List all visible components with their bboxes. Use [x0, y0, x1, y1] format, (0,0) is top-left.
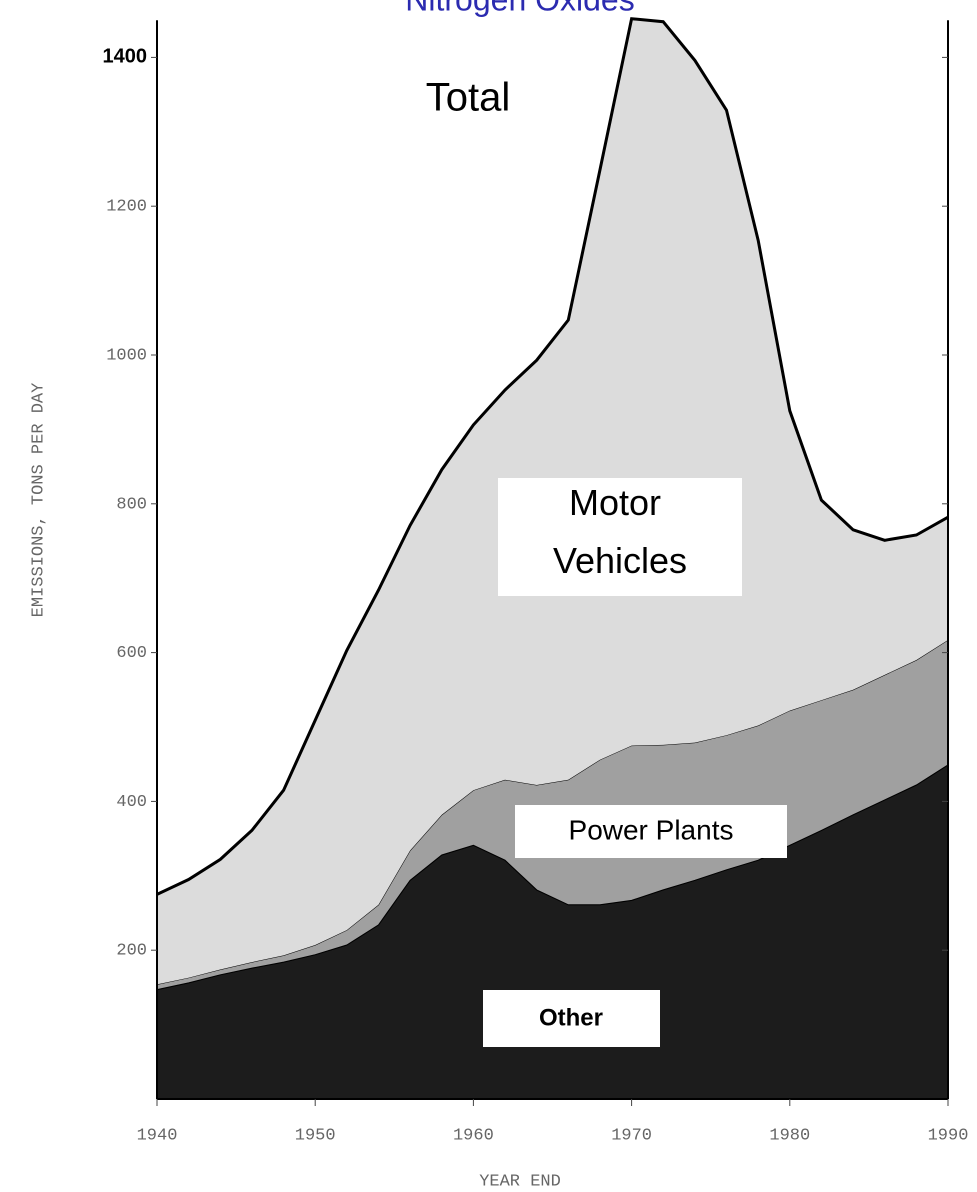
y-tick-label: 600	[116, 644, 147, 663]
x-tick-label: 1970	[611, 1126, 652, 1145]
y-tick-label: 200	[116, 942, 147, 961]
y-tick-label: 1000	[106, 346, 147, 365]
annotation: Total	[426, 76, 511, 120]
y-tick-label: 1400	[103, 46, 148, 68]
x-tick-label: 1960	[453, 1126, 494, 1145]
legend-label: Motor Vehicles	[553, 482, 687, 581]
x-axis-label: YEAR END	[479, 1172, 561, 1191]
label-box	[483, 990, 660, 1047]
y-tick-label: 1200	[106, 198, 147, 217]
label-box	[515, 805, 787, 858]
x-tick-label: 1990	[928, 1126, 969, 1145]
total-outline	[156, 17, 949, 896]
y-tick-label: 400	[116, 793, 147, 812]
y-tick-label: 800	[116, 495, 147, 514]
y-axis-label: EMISSIONS, TONS PER DAY	[29, 383, 48, 618]
label-box	[498, 478, 742, 596]
legend-label: Other	[539, 1004, 603, 1031]
chart-title: Nitrogen Oxides	[405, 0, 634, 17]
x-tick-label: 1940	[137, 1126, 178, 1145]
x-tick-label: 1980	[769, 1126, 810, 1145]
x-tick-label: 1950	[295, 1126, 336, 1145]
overlay: Total Motor Vehicles Power Plants Other	[426, 76, 787, 1047]
legend-label: Power Plants	[569, 814, 734, 845]
